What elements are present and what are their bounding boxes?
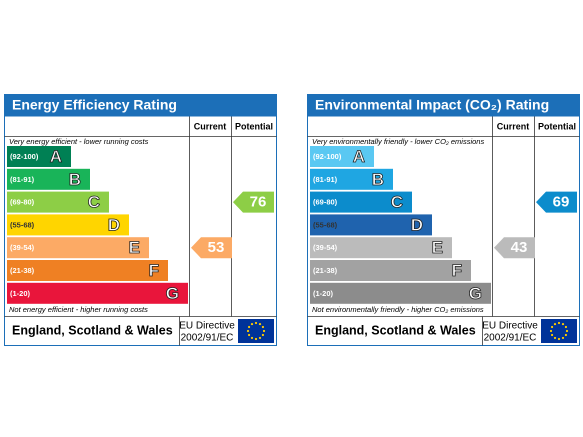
eu-star [553,336,557,340]
band-letter: D [108,215,120,234]
rating-band [310,282,491,304]
band-letter: A [50,147,62,166]
band-letter: C [391,193,403,212]
region-label: England, Scotland & Wales [315,323,476,337]
rating-arrow [191,237,232,259]
eu-star [250,322,254,326]
band-range: (81-91) [10,175,35,184]
eu-star [247,333,251,337]
column-header: Current [194,121,227,131]
eu-star [261,325,265,329]
directive-line: EU Directive [179,321,235,332]
band-letter: A [353,147,365,166]
band-range: (92-100) [313,152,342,161]
rating-band [7,260,168,281]
bottom-note: Not environmentally friendly - higher CO… [312,305,484,314]
rating-band [7,237,149,259]
eu-star [550,333,554,337]
title-bar [307,94,580,117]
eu-star [550,325,554,329]
rating-band [310,191,412,213]
eu-star [564,333,568,337]
column-header: Current [497,121,530,131]
rating-band [7,146,71,167]
rating-band [7,168,90,190]
rating-band [310,168,393,190]
eu-star [258,336,262,340]
band-range: (39-54) [10,243,35,252]
band-letter: F [149,261,159,280]
band-letter: B [372,170,384,189]
eu-star [247,325,251,329]
band-letter: C [88,193,100,212]
band-letter: G [166,284,179,303]
band-letter: F [452,261,462,280]
top-note: Very environmentally friendly - lower CO… [312,137,484,146]
title-bar [4,94,277,117]
eu-star [553,322,557,326]
band-range: (55-68) [10,220,35,229]
band-range: (69-80) [313,198,338,207]
rating-arrow [233,191,274,213]
band-range: (1-20) [10,289,31,298]
band-letter: E [129,238,140,257]
eu-star [246,329,250,333]
rating-band [7,191,109,213]
epc-panel: Environmental Impact (CO₂) Rating Current… [307,94,580,346]
eu-star [250,336,254,340]
top-note: Very energy efficient - lower running co… [9,137,149,146]
band-range: (39-54) [313,243,338,252]
band-letter: E [432,238,443,257]
rating-arrow [494,237,535,259]
panel-title: Energy Efficiency Rating [12,97,177,113]
rating-band [310,146,374,167]
eu-star [254,321,258,325]
eu-star [561,336,565,340]
eu-star [561,322,565,326]
epc-panel: Energy Efficiency Rating Current Potential… [4,94,277,346]
region-label: England, Scotland & Wales [12,323,173,337]
rating-value: 69 [553,194,570,211]
band-letter: B [69,170,81,189]
rating-band [7,214,129,236]
band-range: (92-100) [10,152,39,161]
eu-star [258,322,262,326]
band-range: (21-38) [10,266,35,275]
eu-star [254,337,258,341]
band-range: (1-20) [313,289,334,298]
band-letter: D [411,215,423,234]
rating-value: 43 [511,239,528,256]
eu-star [262,329,266,333]
rating-value: 53 [208,239,225,256]
band-range: (21-38) [313,266,338,275]
directive-line: 2002/91/EC [181,333,234,344]
band-letter: G [469,284,482,303]
rating-band [7,282,188,304]
column-header: Potential [235,121,273,131]
eu-star [261,333,265,337]
rating-band [310,214,432,236]
column-header: Potential [538,121,576,131]
band-range: (81-91) [313,175,338,184]
rating-band [310,237,452,259]
band-range: (69-80) [10,198,35,207]
eu-star [565,329,569,333]
eu-star [549,329,553,333]
rating-band [310,260,471,281]
panel-title: Environmental Impact (CO₂) Rating [315,97,549,113]
rating-arrow [536,191,577,213]
directive-line: EU Directive [482,321,538,332]
eu-star [564,325,568,329]
directive-line: 2002/91/EC [484,333,537,344]
eu-star [557,337,561,341]
band-range: (55-68) [313,220,338,229]
bottom-note: Not energy efficient - higher running co… [9,305,148,314]
rating-value: 76 [250,194,267,211]
eu-star [557,321,561,325]
